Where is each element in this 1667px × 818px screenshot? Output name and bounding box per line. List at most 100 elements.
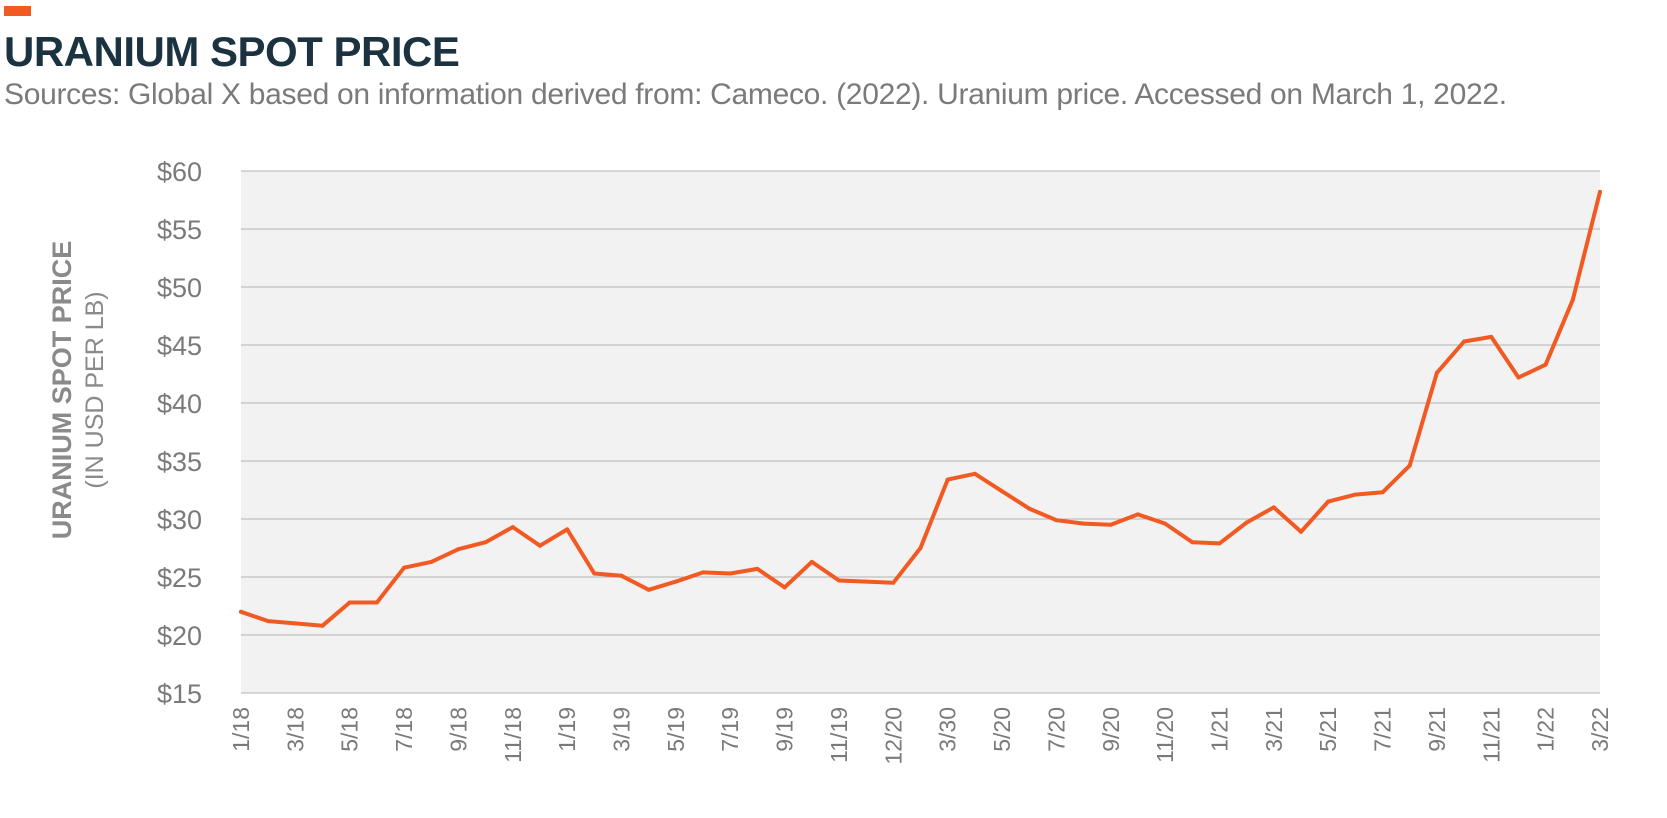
- y-tick-label: $55: [157, 215, 202, 245]
- data-point: [1407, 463, 1412, 468]
- accent-bar: [4, 6, 31, 16]
- y-tick-label: $30: [157, 505, 202, 535]
- x-tick-label: 5/20: [989, 707, 1015, 752]
- x-tick-label: 1/19: [554, 707, 580, 752]
- data-point: [1217, 541, 1222, 546]
- data-point: [1353, 492, 1358, 497]
- gridlines: [241, 170, 1600, 694]
- y-axis-ticks: $15 $20 $25 $30 $35 $40 $45 $50 $55 $60: [157, 157, 202, 709]
- x-tick-label: 1/18: [228, 707, 254, 752]
- data-point: [1054, 518, 1059, 523]
- x-tick: 3/21: [1261, 707, 1287, 752]
- y-tick-label: $20: [157, 621, 202, 651]
- data-point: [1000, 489, 1004, 494]
- x-tick: 7/19: [717, 707, 743, 752]
- x-tick-label: 7/20: [1043, 707, 1069, 752]
- x-tick: 7/21: [1370, 707, 1396, 752]
- data-point: [972, 471, 977, 476]
- data-point: [1516, 375, 1521, 380]
- data-point: [538, 543, 542, 548]
- x-tick: 11/19: [826, 707, 852, 763]
- data-point: [429, 559, 434, 564]
- data-point: [266, 619, 271, 624]
- data-point: [646, 587, 651, 592]
- x-tick-label: 3/30: [935, 707, 961, 752]
- x-tick-label: 7/18: [391, 707, 417, 752]
- data-point: [510, 525, 515, 530]
- x-tick: 3/19: [609, 707, 635, 752]
- x-tick-label: 7/21: [1370, 707, 1396, 752]
- x-tick: 9/19: [772, 707, 798, 752]
- x-tick: 9/18: [445, 707, 471, 752]
- data-point: [782, 585, 787, 590]
- x-tick: 12/20: [880, 707, 906, 765]
- data-point: [1462, 339, 1467, 344]
- y-axis-sublabel: (IN USD PER LB): [81, 291, 109, 488]
- x-tick: 5/19: [663, 707, 689, 752]
- x-tick-label: 3/19: [609, 707, 635, 752]
- data-point: [1434, 370, 1439, 375]
- data-point: [1108, 522, 1113, 527]
- data-point: [1135, 512, 1140, 517]
- y-axis-sublabel-group: (IN USD PER LB): [81, 291, 109, 488]
- x-tick: 7/18: [391, 707, 417, 752]
- x-tick-label: 5/19: [663, 707, 689, 752]
- x-tick: 3/30: [935, 707, 961, 752]
- chart-subtitle: Sources: Global X based on information d…: [4, 78, 1507, 111]
- x-tick-label: 9/21: [1424, 707, 1450, 752]
- x-tick-label: 5/21: [1315, 707, 1341, 752]
- data-point: [1570, 297, 1575, 302]
- y-tick-label: $45: [157, 331, 202, 361]
- data-point: [402, 565, 407, 570]
- x-tick-label: 11/20: [1152, 707, 1178, 763]
- x-tick: 1/19: [554, 707, 580, 752]
- data-point: [1027, 506, 1032, 511]
- x-tick: 11/20: [1152, 707, 1178, 763]
- x-tick: 1/18: [228, 707, 254, 752]
- x-tick-label: 9/20: [1098, 707, 1124, 752]
- data-point: [891, 580, 896, 585]
- x-tick-label: 11/19: [826, 707, 852, 763]
- data-point: [592, 571, 597, 576]
- y-tick-label: $50: [157, 273, 202, 303]
- data-point: [1489, 334, 1494, 339]
- x-tick-label: 5/18: [337, 707, 363, 752]
- plot-area: [241, 171, 1600, 693]
- x-tick: 11/21: [1478, 707, 1504, 763]
- x-tick: 3/22: [1587, 707, 1613, 752]
- y-tick-label: $40: [157, 389, 202, 419]
- y-tick-label: $15: [157, 679, 202, 709]
- data-point: [565, 527, 570, 532]
- data-point: [864, 579, 869, 584]
- x-tick-label: 1/21: [1206, 707, 1232, 752]
- data-point: [1598, 189, 1602, 194]
- x-tick-label: 11/18: [500, 707, 526, 763]
- y-axis-label: URANIUM SPOT PRICE: [47, 241, 77, 540]
- data-point: [673, 579, 678, 584]
- x-tick: 7/20: [1043, 707, 1069, 752]
- x-tick-label: 12/20: [880, 707, 906, 765]
- data-point: [837, 578, 841, 583]
- x-tick: 1/21: [1206, 707, 1232, 752]
- x-tick-label: 1/22: [1533, 707, 1559, 752]
- data-point: [320, 623, 325, 628]
- data-point: [456, 547, 461, 552]
- data-point: [1543, 362, 1548, 367]
- y-tick-label: $25: [157, 563, 202, 593]
- data-point: [347, 600, 352, 605]
- x-tick: 9/20: [1098, 707, 1124, 752]
- data-point: [1380, 490, 1385, 495]
- data-point: [1244, 520, 1249, 525]
- x-tick-label: 3/18: [282, 707, 308, 752]
- data-point: [239, 609, 243, 614]
- x-tick-label: 7/19: [717, 707, 743, 752]
- data-point: [755, 566, 760, 571]
- x-tick-label: 9/19: [772, 707, 798, 752]
- series-layer: [239, 189, 1602, 628]
- data-point: [809, 559, 814, 564]
- x-tick-label: 9/18: [445, 707, 471, 752]
- x-tick: 3/18: [282, 707, 308, 752]
- data-point: [728, 571, 733, 576]
- x-tick-label: 3/21: [1261, 707, 1287, 752]
